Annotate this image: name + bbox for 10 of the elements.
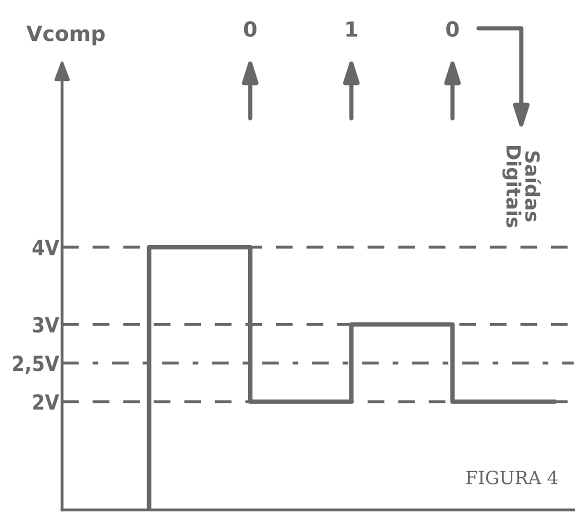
- y-tick-label: 2V: [33, 394, 60, 410]
- y-tick-label: 4V: [32, 240, 60, 256]
- text: 0: [244, 21, 256, 37]
- annotation: FIGURA 4: [466, 470, 558, 484]
- y-axis-title: Vcomp: [26, 26, 105, 46]
- y-tick-label: 2,5V: [13, 356, 60, 374]
- text: 1: [346, 21, 358, 37]
- annotation: Saídas Digitais: [502, 146, 541, 228]
- text: 0: [446, 21, 459, 37]
- y-tick-label: 3V: [33, 316, 60, 333]
